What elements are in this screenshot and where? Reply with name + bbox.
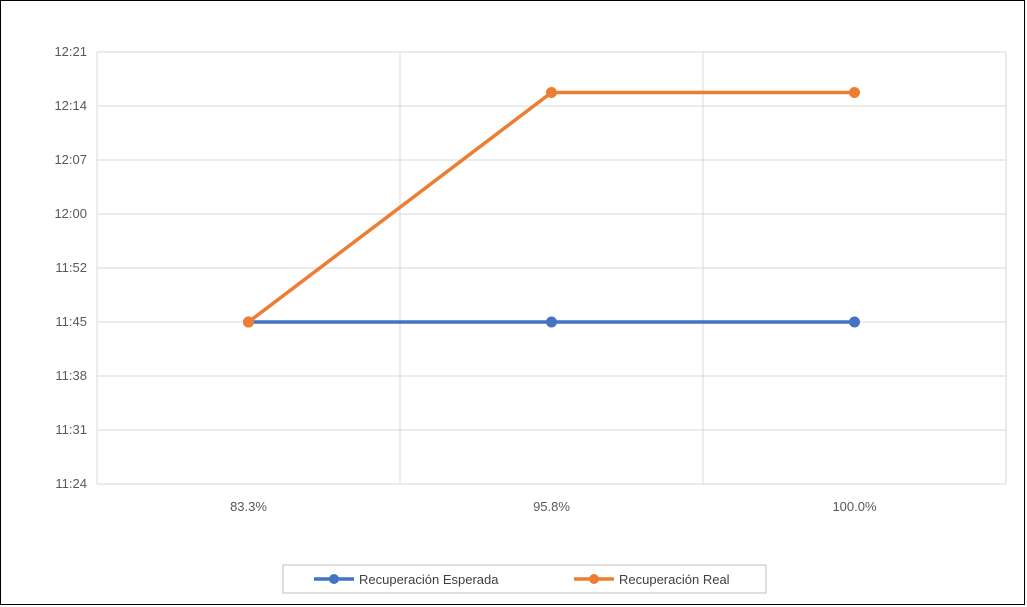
series-point-1	[849, 87, 860, 98]
series-point-0	[849, 316, 860, 328]
y-tick-label: 11:38	[55, 368, 87, 383]
y-tick-label: 11:45	[55, 314, 87, 329]
legend: Recuperación Esperada Recuperación Real	[282, 564, 767, 594]
x-tick-label: 100.0%	[832, 499, 877, 514]
series-line-1	[246, 90, 857, 324]
y-tick-label: 11:24	[55, 476, 87, 491]
y-tick-label: 11:52	[55, 260, 87, 275]
y-tick-label: 12:21	[54, 44, 87, 59]
legend-label: Recuperación Esperada	[359, 572, 499, 587]
series-point-1	[546, 87, 557, 98]
series-group	[243, 87, 860, 328]
y-tick-label: 12:00	[54, 206, 87, 221]
legend-label: Recuperación Real	[619, 572, 730, 587]
legend-swatch-marker	[589, 574, 599, 584]
x-tick-label: 95.8%	[533, 499, 570, 514]
x-tick-label: 83.3%	[230, 499, 267, 514]
series-point-0	[546, 316, 557, 328]
y-tick-label: 12:14	[54, 98, 87, 113]
legend-box	[282, 564, 767, 594]
x-axis-tick-labels: 83.3% 95.8% 100.0%	[230, 499, 877, 514]
series-point-1	[243, 316, 254, 328]
y-axis-tick-labels: 11:24 11:31 11:38 11:45 11:52 12:00 12:07 12:14…	[54, 44, 87, 491]
y-tick-label: 12:07	[54, 152, 87, 167]
legend-swatch-marker	[329, 574, 339, 584]
y-tick-label: 11:31	[55, 422, 87, 437]
grid-lines	[96, 51, 1007, 485]
